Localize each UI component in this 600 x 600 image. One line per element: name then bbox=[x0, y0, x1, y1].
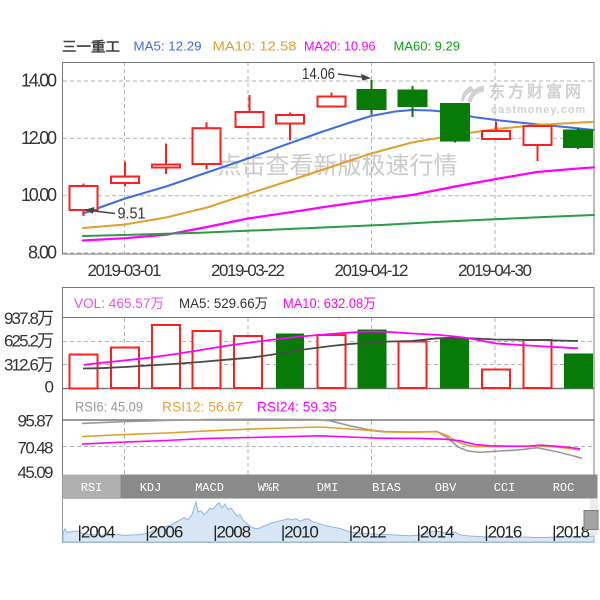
svg-text:OBV: OBV bbox=[435, 481, 457, 495]
svg-text:KDJ: KDJ bbox=[140, 481, 162, 495]
svg-text:|2006: |2006 bbox=[145, 523, 183, 542]
svg-text:14.00: 14.00 bbox=[21, 71, 57, 91]
svg-text:RSI6: 45.09: RSI6: 45.09 bbox=[75, 400, 143, 415]
svg-text:MA5: 12.29: MA5: 12.29 bbox=[134, 39, 202, 54]
svg-text:937.8万: 937.8万 bbox=[4, 309, 54, 328]
svg-text:2019-03-01: 2019-03-01 bbox=[88, 261, 162, 280]
svg-text:|2016: |2016 bbox=[484, 523, 522, 542]
svg-text:ROC: ROC bbox=[553, 481, 575, 495]
svg-text:BIAS: BIAS bbox=[372, 481, 401, 495]
svg-text:14.06: 14.06 bbox=[302, 66, 335, 83]
svg-text:70.48: 70.48 bbox=[18, 439, 54, 458]
svg-text:MACD: MACD bbox=[195, 481, 224, 495]
svg-text:MA10: 12.58: MA10: 12.58 bbox=[213, 39, 297, 54]
svg-text:MA20: 10.96: MA20: 10.96 bbox=[304, 39, 376, 54]
svg-text:2019-04-12: 2019-04-12 bbox=[335, 261, 409, 280]
svg-text:0: 0 bbox=[45, 378, 54, 397]
svg-text:|2008: |2008 bbox=[213, 523, 251, 542]
svg-text:CCI: CCI bbox=[494, 481, 516, 495]
svg-text:12.00: 12.00 bbox=[21, 128, 57, 148]
svg-text:DMI: DMI bbox=[317, 481, 339, 495]
svg-text:点击查看新版极速行情: 点击查看新版极速行情 bbox=[218, 153, 458, 180]
svg-text:eastmoney.com: eastmoney.com bbox=[491, 104, 586, 116]
svg-text:MA60: 9.29: MA60: 9.29 bbox=[394, 39, 461, 54]
svg-text:9.51: 9.51 bbox=[118, 206, 146, 223]
svg-text:|2004: |2004 bbox=[78, 523, 116, 542]
svg-text:RSI24: 59.35: RSI24: 59.35 bbox=[257, 400, 337, 415]
svg-text:8.00: 8.00 bbox=[28, 242, 57, 262]
svg-text:MA10: 632.08万: MA10: 632.08万 bbox=[283, 296, 376, 311]
svg-text:MA5: 529.66万: MA5: 529.66万 bbox=[179, 296, 268, 311]
svg-text:|2012: |2012 bbox=[349, 523, 387, 542]
svg-text:|2010: |2010 bbox=[281, 523, 319, 542]
svg-text:RSI12: 56.67: RSI12: 56.67 bbox=[162, 400, 243, 415]
svg-text:95.87: 95.87 bbox=[18, 412, 54, 431]
svg-text:312.6万: 312.6万 bbox=[4, 355, 54, 374]
svg-text:RSI: RSI bbox=[81, 481, 103, 495]
svg-text:W%R: W%R bbox=[258, 481, 280, 495]
svg-text:东方财富网: 东方财富网 bbox=[489, 82, 584, 101]
svg-text:|2018: |2018 bbox=[552, 523, 590, 542]
svg-text:VOL: 465.57万: VOL: 465.57万 bbox=[74, 296, 164, 311]
svg-text:625.2万: 625.2万 bbox=[4, 332, 54, 351]
svg-text:10.00: 10.00 bbox=[21, 185, 57, 205]
svg-text:2019-03-22: 2019-03-22 bbox=[211, 261, 285, 280]
svg-text:|2014: |2014 bbox=[417, 523, 455, 542]
svg-text:45.09: 45.09 bbox=[18, 463, 54, 482]
svg-text:三一重工: 三一重工 bbox=[62, 39, 121, 55]
svg-text:2019-04-30: 2019-04-30 bbox=[458, 261, 532, 280]
